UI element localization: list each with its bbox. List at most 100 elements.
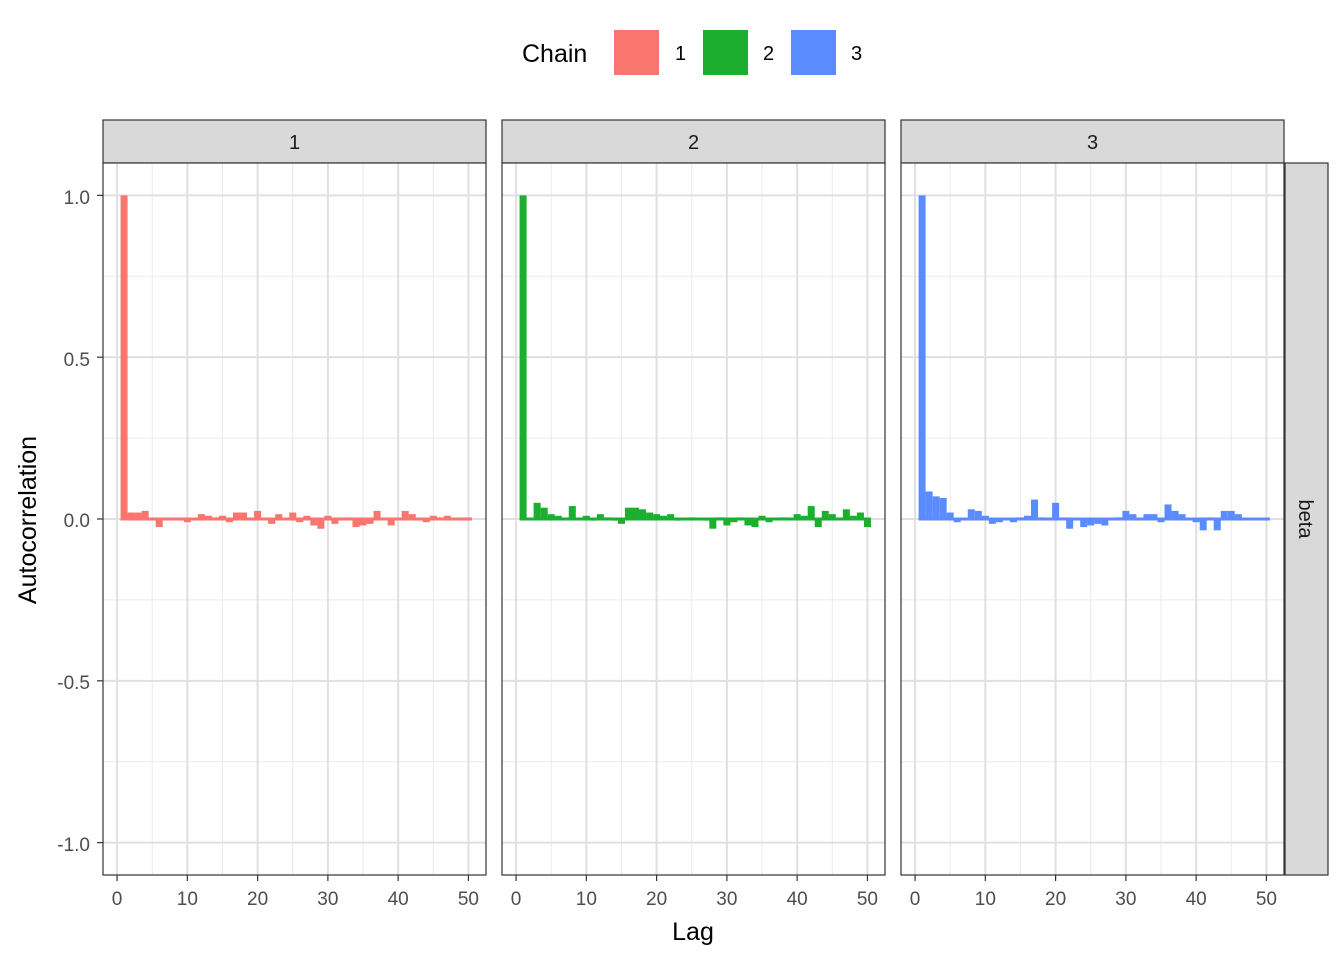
bar (925, 491, 933, 519)
bar (134, 512, 142, 519)
bar (758, 515, 766, 519)
bar (596, 514, 604, 519)
x-tick-label: 40 (1186, 889, 1207, 910)
bar (422, 519, 430, 523)
panel-border (501, 162, 886, 876)
bar (632, 507, 640, 519)
x-tick-label: 30 (317, 889, 338, 910)
facet-strip (501, 119, 886, 164)
bar (639, 509, 647, 519)
bar (429, 515, 437, 519)
bar (709, 519, 717, 529)
facet-strip-label: 3 (1087, 132, 1098, 154)
bar (547, 514, 555, 519)
bar (155, 519, 163, 528)
bar (800, 515, 808, 519)
x-tick-label: 0 (910, 889, 921, 910)
bar (953, 519, 961, 523)
bar (1023, 515, 1032, 519)
bar (918, 195, 926, 519)
bar (240, 512, 248, 519)
bar (967, 509, 975, 519)
bar (366, 519, 374, 524)
bar (317, 519, 325, 529)
bar (401, 510, 409, 519)
y-tick-label: 1.0 (64, 188, 90, 209)
bar (988, 519, 996, 524)
bar (443, 515, 451, 519)
row-strip: beta (1284, 162, 1329, 876)
bar (1094, 519, 1102, 524)
bar (1009, 519, 1017, 523)
facet-strip-label: 1 (289, 132, 300, 154)
bar (408, 514, 416, 519)
bar (856, 512, 864, 519)
bar (296, 519, 304, 523)
bar (1199, 519, 1207, 531)
bar (1213, 519, 1221, 531)
x-tick-label: 50 (458, 889, 479, 910)
bar (1066, 519, 1074, 529)
bar (1178, 514, 1186, 519)
bar (1150, 514, 1158, 519)
x-tick-label: 50 (1256, 889, 1277, 910)
bar (359, 519, 367, 526)
bar (793, 514, 801, 519)
bar (197, 514, 205, 519)
bar (939, 497, 947, 519)
bar (653, 514, 661, 519)
bar (730, 519, 738, 523)
x-tick-label: 10 (576, 889, 597, 910)
bar (765, 519, 773, 523)
bar (1157, 519, 1165, 523)
legend-key-3 (791, 30, 836, 75)
bar (1052, 502, 1060, 519)
x-tick-label: 20 (247, 889, 268, 910)
legend-key-2 (703, 30, 748, 75)
x-tick-label: 20 (646, 889, 667, 910)
bar (807, 506, 815, 519)
bar (849, 515, 857, 519)
bar (303, 515, 311, 519)
bar (1143, 514, 1151, 519)
bar (744, 519, 752, 526)
bar (751, 519, 759, 528)
x-tick-label: 20 (1045, 889, 1066, 910)
bar (1101, 519, 1109, 526)
legend-label-3: 3 (851, 43, 862, 65)
bar (1031, 499, 1039, 519)
y-axis: 1.0 0.5 0.0 -0.5 -1.0 (57, 188, 90, 856)
x-tick-label: 40 (787, 889, 808, 910)
bar (1080, 519, 1088, 528)
bar (540, 507, 548, 519)
facet-strip (102, 119, 487, 164)
panel-border (900, 162, 1285, 876)
facet-panel-1: 10 10 20 30 40 50 (97, 119, 487, 910)
bar (352, 519, 360, 528)
x-tick-label: 0 (112, 889, 123, 910)
x-tick-label: 0 (511, 889, 522, 910)
bar (932, 496, 940, 519)
facet-strip-label: 2 (688, 132, 699, 154)
bar (127, 512, 135, 519)
bar (814, 519, 822, 528)
bar (624, 507, 633, 519)
bar (275, 514, 283, 519)
bar (554, 515, 562, 519)
x-tick-label: 10 (177, 889, 198, 910)
bar (289, 512, 297, 519)
bar (268, 519, 276, 524)
bar (1234, 514, 1242, 519)
legend: Chain 1 2 3 (522, 30, 862, 75)
bar (646, 512, 654, 519)
legend-label-1: 1 (675, 43, 686, 65)
y-tick-label: -1.0 (57, 835, 90, 856)
bar (225, 519, 234, 523)
bar (660, 515, 668, 519)
bar (974, 510, 982, 519)
y-tick-label: 0.0 (64, 511, 90, 532)
legend-title: Chain (522, 40, 587, 68)
y-tick-label: -0.5 (57, 673, 90, 694)
bar (863, 519, 871, 528)
